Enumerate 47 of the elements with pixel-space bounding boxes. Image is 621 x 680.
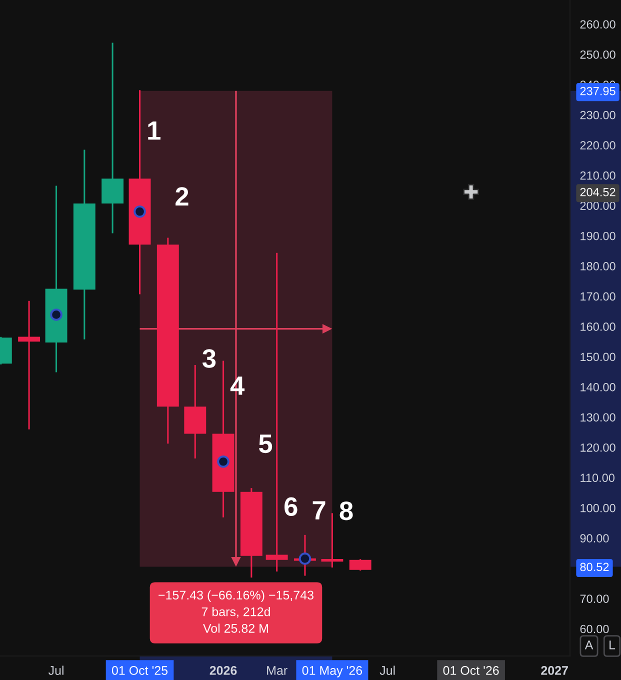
y-tick-label: 204.52 (580, 188, 616, 196)
annotation: 5 (258, 434, 272, 454)
band-label: −157.43 (−66.16%) −15,743 7 bars, 212d Vol 25.82 M (158, 590, 314, 633)
y-tick-label: 120.00 (580, 443, 616, 452)
candlestick (18, 300, 40, 430)
y-tick-label: 250.00 (580, 50, 616, 59)
y-tick-label: 70.00 (580, 594, 609, 603)
x-tick-label: Jul (380, 666, 395, 675)
y-tick-label: 60.00 (580, 624, 609, 634)
y-tick-label: 180.00 (580, 262, 616, 270)
text: L (610, 640, 616, 650)
annotation: 8 (340, 502, 353, 520)
y-tick-label: 150.00 (580, 352, 616, 362)
y-tick-label: 80.52 (580, 562, 609, 572)
y-tick-label: 237.95 (580, 86, 616, 96)
point (298, 552, 312, 565)
y-tick-label: 90.00 (580, 534, 609, 542)
point (217, 455, 230, 468)
point (463, 184, 480, 200)
y-tick-label: 110.00 (580, 474, 614, 482)
y-tick-label: 130.00 (580, 413, 616, 422)
point (134, 205, 146, 218)
annotation: 7 (312, 501, 326, 520)
x-tick-label: 2027 (541, 666, 568, 675)
y-tick-label: 160.00 (580, 322, 616, 331)
text: A (584, 640, 594, 650)
candlestick (349, 559, 372, 571)
y-tick-label: 220.00 (580, 141, 616, 150)
annotation: 3 (202, 349, 216, 368)
y-tick-label: 100.00 (580, 504, 616, 512)
y-tick-label: 230.00 (580, 110, 616, 120)
x-tick-label: 01 Oct '25 (112, 666, 168, 675)
y-tick-label: 170.00 (580, 292, 616, 301)
y-tick-label: 260.00 (580, 20, 616, 29)
y-tick-label: 200.00 (580, 202, 616, 210)
x-tick-label: 01 May '26 (302, 666, 362, 678)
annotation: 6 (284, 497, 298, 516)
x-tick-label: 2026 (210, 666, 237, 675)
x-tick-label: Mar (267, 666, 288, 675)
y-tick-label: 140.00 (580, 382, 616, 392)
point (50, 308, 62, 321)
y-tick-label: 210.00 (580, 171, 616, 180)
x-tick-label: Jul (48, 666, 64, 675)
annotation: 1 (148, 122, 160, 140)
y-tick-label: 190.00 (580, 232, 616, 240)
annotation: 2 (176, 187, 188, 206)
x-tick-label: 01 Oct '26 (443, 666, 499, 675)
